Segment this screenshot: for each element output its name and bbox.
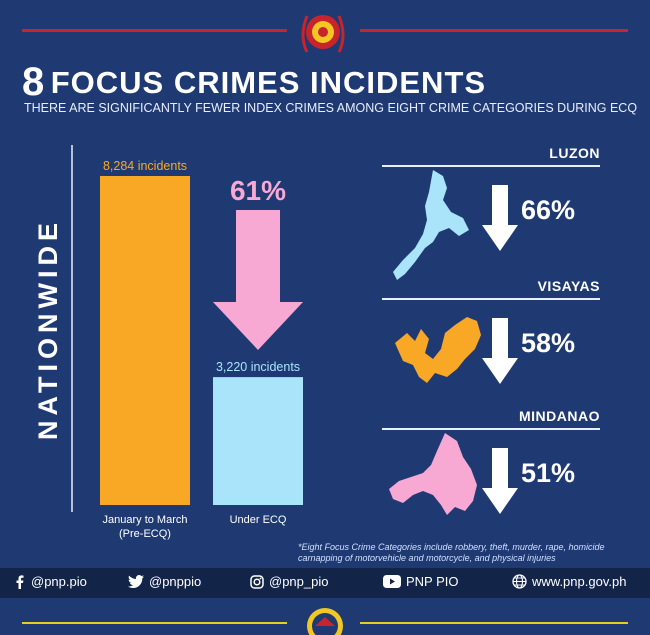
region-map-luzon <box>393 170 469 280</box>
header-rule-right <box>360 29 628 32</box>
bar-under-ecq <box>213 377 303 505</box>
footer-twitter-label: @pnppio <box>149 574 202 589</box>
category-label: Under ECQ <box>230 514 287 526</box>
footer-website[interactable]: www.pnp.gov.ph <box>512 574 626 589</box>
page-subtitle: THERE ARE SIGNIFICANTLY FEWER INDEX CRIM… <box>24 101 638 115</box>
decrease-arrow-icon <box>213 210 303 350</box>
region-name-mindanao: MINDANAO <box>519 408 600 424</box>
island-shape <box>395 317 481 383</box>
page-title: 8 FOCUS CRIMES INCIDENTS <box>22 60 486 105</box>
nationwide-label: NATIONWIDE <box>33 218 63 440</box>
bottom-rule-left <box>22 622 287 624</box>
region-decrease-luzon: 66% <box>521 195 576 225</box>
bar-pre-ecq <box>100 176 190 505</box>
instagram-icon <box>250 574 264 589</box>
category-label: (Pre-ECQ) <box>119 528 171 540</box>
region-map-visayas <box>395 317 481 383</box>
header-rule-left <box>22 29 287 32</box>
footer-instagram-label: @pnp_pio <box>269 574 329 589</box>
region-rule <box>382 298 600 300</box>
region-down-arrow-icon <box>482 448 518 514</box>
region-down-arrow-icon <box>482 318 518 384</box>
island-shape <box>393 170 469 280</box>
youtube-icon <box>383 575 401 588</box>
globe-icon <box>512 574 527 589</box>
nationwide-chart: 8,284 incidents 3,220 incidents January t… <box>71 145 303 540</box>
footer-youtube[interactable]: PNP PIO <box>383 574 459 589</box>
pnp-seal-icon <box>301 15 345 53</box>
footer-instagram[interactable]: @pnp_pio <box>250 574 328 589</box>
region-decrease-mindanao: 51% <box>521 458 576 488</box>
footer-website-label: www.pnp.gov.ph <box>532 574 627 589</box>
island-shape <box>389 433 477 515</box>
footer-facebook[interactable]: @pnp.pio <box>14 574 87 589</box>
category-label: January to March <box>103 514 188 526</box>
bar-value-label: 8,284 incidents <box>103 159 187 173</box>
twitter-icon <box>128 575 144 588</box>
change-percent: 61% <box>230 175 286 206</box>
footnote: *Eight Focus Crime Categories include ro… <box>298 542 605 563</box>
footer-youtube-label: PNP PIO <box>406 574 459 589</box>
region-rule <box>382 428 600 430</box>
region-name-luzon: LUZON <box>549 145 600 161</box>
region-down-arrow-icon <box>482 185 518 251</box>
footer-twitter[interactable]: @pnppio <box>128 574 201 589</box>
facebook-icon <box>16 574 24 589</box>
title-number: 8 <box>22 60 46 104</box>
region-decrease-visayas: 58% <box>521 328 576 358</box>
footer-facebook-label: @pnp.pio <box>31 574 87 589</box>
region-rule <box>382 165 600 167</box>
bar-value-label: 3,220 incidents <box>216 360 300 374</box>
bottom-seal-icon <box>307 608 343 635</box>
footer-bar: @pnp.pio @pnppio @pnp_pio PNP PIO www.pn… <box>0 568 650 598</box>
region-map-mindanao <box>389 433 477 515</box>
region-name-visayas: VISAYAS <box>537 278 600 294</box>
title-text: FOCUS CRIMES INCIDENTS <box>50 65 487 100</box>
bottom-rule-right <box>360 622 628 624</box>
